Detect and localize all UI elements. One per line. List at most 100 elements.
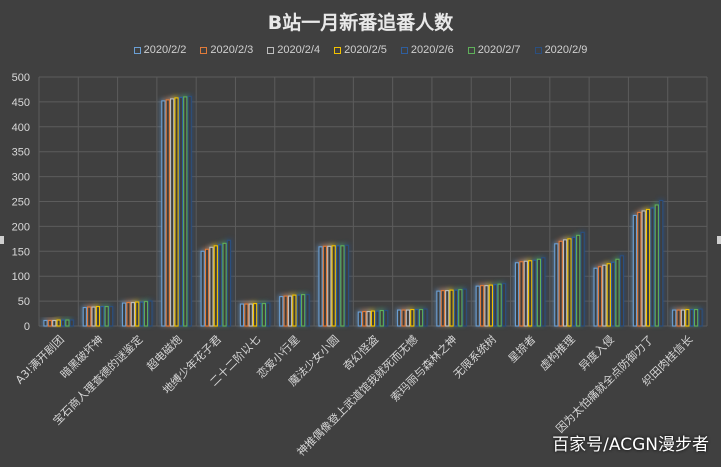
bar <box>615 258 620 327</box>
bar <box>440 290 445 327</box>
bar <box>296 294 301 327</box>
bar <box>650 207 655 327</box>
bar <box>204 248 210 327</box>
legend-swatch-icon <box>467 46 475 54</box>
y-tick-label: 150 <box>12 246 30 258</box>
y-tick-label: 0 <box>24 321 30 333</box>
bar <box>239 303 245 327</box>
bar <box>344 244 349 327</box>
bar <box>170 98 175 327</box>
bar <box>693 309 699 327</box>
x-tick-label: 超电磁炮 <box>144 332 185 373</box>
bar <box>148 300 153 327</box>
bar <box>558 240 563 327</box>
x-tick-label: 奇幻怪盗 <box>340 332 381 373</box>
bar <box>318 246 323 327</box>
bar <box>641 210 646 327</box>
bar <box>252 303 258 327</box>
bar <box>335 245 341 327</box>
bar <box>130 302 135 327</box>
legend-swatch-icon <box>200 46 208 54</box>
bar <box>637 211 642 327</box>
bar <box>165 99 170 327</box>
bar <box>676 309 681 327</box>
bar <box>689 309 694 327</box>
bar <box>187 95 192 327</box>
bar <box>379 310 384 327</box>
y-tick-label: 250 <box>12 197 30 209</box>
bar <box>576 234 581 327</box>
bar <box>331 245 336 327</box>
bar <box>244 303 249 327</box>
bar <box>410 309 415 327</box>
bar <box>562 239 568 327</box>
bar <box>523 260 528 327</box>
bar <box>602 264 607 327</box>
bar <box>475 285 480 327</box>
bar <box>401 309 406 327</box>
bar <box>108 306 114 327</box>
bar <box>659 199 664 327</box>
bar <box>222 242 227 327</box>
legend-item: 2020/2/5 <box>334 44 387 56</box>
bar <box>528 260 533 327</box>
bar <box>213 245 218 327</box>
bar <box>397 309 402 327</box>
resize-handle-right[interactable] <box>717 236 721 244</box>
bar <box>183 96 188 327</box>
bar <box>283 295 288 327</box>
legend-swatch-icon <box>334 46 342 54</box>
legend-swatch-icon <box>400 46 408 54</box>
bar <box>69 319 74 327</box>
resize-handle-left[interactable] <box>0 236 4 244</box>
bar <box>423 308 428 327</box>
bar <box>305 294 310 327</box>
bar <box>418 309 424 327</box>
legend-label: 2020/2/6 <box>410 44 454 56</box>
bar <box>65 319 70 327</box>
bar <box>488 284 494 327</box>
bars <box>42 94 704 327</box>
chart-legend: 2020/2/2 2020/2/3 2020/2/4 2020/2/5 2020… <box>0 44 721 56</box>
x-tick-label: 索玛丽与森林之神 <box>388 332 460 404</box>
legend-label: 2020/2/5 <box>344 44 387 56</box>
bar <box>462 288 467 327</box>
bar <box>685 309 690 327</box>
bar <box>370 310 376 327</box>
bar <box>357 311 363 327</box>
bar <box>362 311 367 327</box>
y-tick-label: 350 <box>12 147 30 159</box>
bar <box>449 289 454 327</box>
bar <box>445 290 450 327</box>
bar <box>100 306 105 327</box>
bar <box>200 250 205 327</box>
y-tick-label: 300 <box>12 172 30 184</box>
bar <box>414 309 419 327</box>
bar <box>52 319 57 327</box>
legend-item: 2020/2/3 <box>200 44 253 56</box>
bar <box>279 296 284 327</box>
bar <box>87 306 92 327</box>
bar <box>178 96 184 327</box>
bar <box>479 285 485 327</box>
bar <box>436 290 441 327</box>
bar <box>174 97 179 327</box>
watermark: 百家号/ACGN漫步者 <box>552 435 709 455</box>
bar <box>340 245 345 327</box>
bar <box>654 204 659 327</box>
bar <box>226 239 232 327</box>
bar <box>514 262 520 327</box>
bar <box>292 294 297 327</box>
bar <box>541 257 546 327</box>
bar <box>501 283 507 327</box>
bar <box>532 259 537 327</box>
bar <box>597 266 603 327</box>
bar <box>287 295 293 327</box>
y-tick-label: 400 <box>12 122 30 134</box>
y-tick-label: 500 <box>12 72 30 84</box>
bar <box>56 319 61 327</box>
bar <box>632 214 638 327</box>
bar <box>104 306 109 327</box>
x-tick-label: 星掠者 <box>505 332 538 365</box>
